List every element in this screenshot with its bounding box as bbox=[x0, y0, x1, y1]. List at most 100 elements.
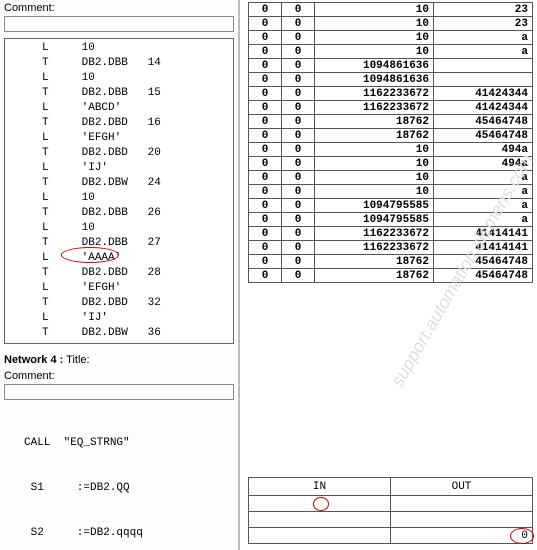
table-cell: 0 bbox=[249, 31, 282, 45]
table-cell: 45464748 bbox=[434, 129, 533, 143]
table-cell: 0 bbox=[282, 87, 315, 101]
table-cell: 0 bbox=[249, 73, 282, 87]
table-row: 001876245464748 bbox=[249, 115, 533, 129]
stl-code-box[interactable]: L 10 T DB2.DBB 14 L 10 T DB2.DBB 15 L 'A… bbox=[4, 38, 234, 344]
table-row: 00116223367241414141 bbox=[249, 227, 533, 241]
table-cell: 0 bbox=[282, 171, 315, 185]
table-cell: 0 bbox=[249, 255, 282, 269]
table-cell: a bbox=[434, 171, 533, 185]
network-title-bold: Network 4 : bbox=[4, 354, 63, 366]
table-cell: 45464748 bbox=[434, 269, 533, 283]
table-cell: 41424344 bbox=[434, 87, 533, 101]
table-row: 001876245464748 bbox=[249, 129, 533, 143]
table-cell: 0 bbox=[249, 45, 282, 59]
table-cell: 45464748 bbox=[434, 255, 533, 269]
table-cell: a bbox=[434, 31, 533, 45]
table-cell: 1162233672 bbox=[315, 241, 434, 255]
table-cell: 0 bbox=[282, 269, 315, 283]
table-cell: 10 bbox=[315, 31, 434, 45]
io-header-out: OUT bbox=[391, 478, 533, 496]
table-cell: 0 bbox=[282, 199, 315, 213]
comment-box[interactable] bbox=[4, 16, 234, 32]
table-cell: 0 bbox=[282, 17, 315, 31]
table-row: 001094861636 bbox=[249, 59, 533, 73]
io-cell-out bbox=[391, 512, 533, 528]
table-cell: 0 bbox=[282, 143, 315, 157]
comment-box-2[interactable] bbox=[4, 384, 234, 400]
io-table: IN OUT 0 bbox=[248, 477, 533, 544]
table-row: 001876245464748 bbox=[249, 255, 533, 269]
table-cell: 0 bbox=[282, 157, 315, 171]
table-cell bbox=[434, 73, 533, 87]
table-row: 00116223367241424344 bbox=[249, 87, 533, 101]
table-cell bbox=[434, 59, 533, 73]
call-line: CALL "EQ_STRNG" bbox=[24, 436, 234, 451]
io-cell-out bbox=[391, 496, 533, 512]
table-cell: 0 bbox=[249, 3, 282, 17]
table-cell: 18762 bbox=[315, 269, 434, 283]
table-cell: 0 bbox=[249, 199, 282, 213]
table-cell: 0 bbox=[249, 115, 282, 129]
io-row bbox=[249, 512, 533, 528]
table-cell: 10 bbox=[315, 157, 434, 171]
table-cell: 0 bbox=[282, 129, 315, 143]
table-cell: 1162233672 bbox=[315, 87, 434, 101]
table-cell: 10 bbox=[315, 185, 434, 199]
comment-label: Comment: bbox=[4, 2, 234, 14]
table-cell: 0 bbox=[282, 213, 315, 227]
table-cell: 0 bbox=[282, 3, 315, 17]
table-row: 0010a bbox=[249, 45, 533, 59]
oval-annotation-icon bbox=[61, 247, 119, 263]
table-cell: 0 bbox=[249, 157, 282, 171]
table-cell: 0 bbox=[282, 227, 315, 241]
table-cell: 23 bbox=[434, 3, 533, 17]
table-cell: a bbox=[434, 199, 533, 213]
table-cell: 0 bbox=[249, 59, 282, 73]
root: Comment: L 10 T DB2.DBB 14 L 10 T DB2.DB… bbox=[0, 0, 537, 550]
table-cell: 41424344 bbox=[434, 101, 533, 115]
table-cell: 45464748 bbox=[434, 115, 533, 129]
table-row: 001094795585a bbox=[249, 199, 533, 213]
table-cell: 1094861636 bbox=[315, 59, 434, 73]
right-pane: support.automation.siemens.com 001023001… bbox=[240, 0, 537, 550]
io-row: 0 bbox=[249, 528, 533, 544]
oval-annotation-icon bbox=[313, 497, 329, 511]
table-cell: 0 bbox=[249, 87, 282, 101]
table-cell: 23 bbox=[434, 17, 533, 31]
call-line: S2 :=DB2.qqqq bbox=[24, 526, 234, 541]
table-cell: 10 bbox=[315, 3, 434, 17]
table-row: 001094795585a bbox=[249, 213, 533, 227]
table-cell: 18762 bbox=[315, 129, 434, 143]
io-cell-in bbox=[249, 512, 391, 528]
table-cell: a bbox=[434, 185, 533, 199]
table-cell: 1094795585 bbox=[315, 213, 434, 227]
io-cell-in bbox=[249, 496, 391, 512]
table-cell: 10 bbox=[315, 45, 434, 59]
call-block: CALL "EQ_STRNG" S1 :=DB2.QQ S2 :=DB2.qqq… bbox=[4, 406, 234, 550]
table-cell: 10 bbox=[315, 17, 434, 31]
io-cell-in bbox=[249, 528, 391, 544]
table-cell: 0 bbox=[249, 213, 282, 227]
table-cell: 1094861636 bbox=[315, 73, 434, 87]
table-row: 0010a bbox=[249, 171, 533, 185]
table-cell: 0 bbox=[249, 185, 282, 199]
table-cell: 0 bbox=[249, 143, 282, 157]
io-header-in: IN bbox=[249, 478, 391, 496]
monitor-table: 0010230010230010a0010a001094861636001094… bbox=[248, 2, 533, 283]
table-cell: a bbox=[434, 45, 533, 59]
table-cell: 494a bbox=[434, 157, 533, 171]
table-cell: 0 bbox=[282, 45, 315, 59]
table-cell: 0 bbox=[249, 241, 282, 255]
table-row: 0010494a bbox=[249, 143, 533, 157]
table-cell: 41414141 bbox=[434, 227, 533, 241]
table-cell: 0 bbox=[282, 31, 315, 45]
table-cell: 0 bbox=[249, 129, 282, 143]
io-row bbox=[249, 496, 533, 512]
call-line: S1 :=DB2.QQ bbox=[24, 481, 234, 496]
table-cell: 0 bbox=[282, 255, 315, 269]
table-cell: 0 bbox=[282, 185, 315, 199]
table-row: 00116223367241424344 bbox=[249, 101, 533, 115]
table-cell: 10 bbox=[315, 143, 434, 157]
table-cell: 494a bbox=[434, 143, 533, 157]
io-cell-out-val: 0 bbox=[521, 530, 528, 542]
